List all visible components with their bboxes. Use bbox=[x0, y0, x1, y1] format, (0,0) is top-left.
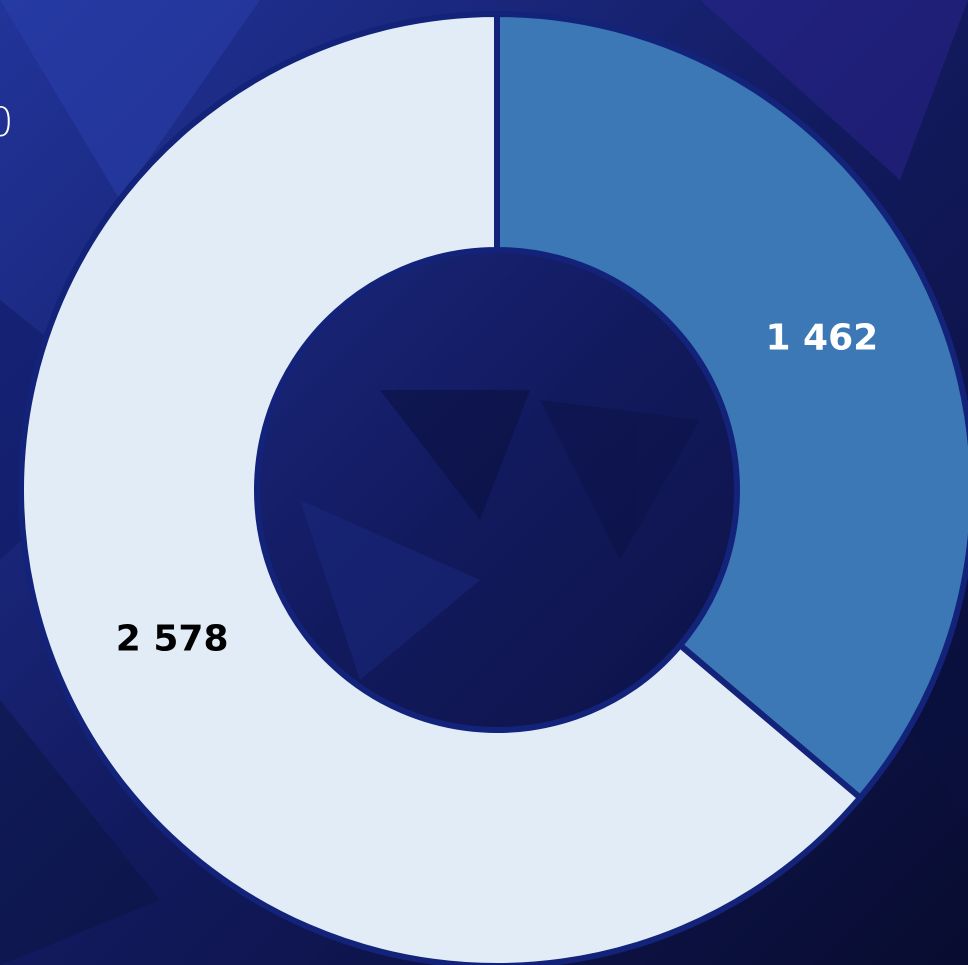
donut-slice bbox=[494, 10, 968, 802]
clipped-label: 0 bbox=[0, 100, 13, 146]
donut-slice bbox=[18, 10, 865, 965]
value-label: 2 578 bbox=[116, 619, 229, 660]
value-label: 1 462 bbox=[765, 317, 878, 358]
